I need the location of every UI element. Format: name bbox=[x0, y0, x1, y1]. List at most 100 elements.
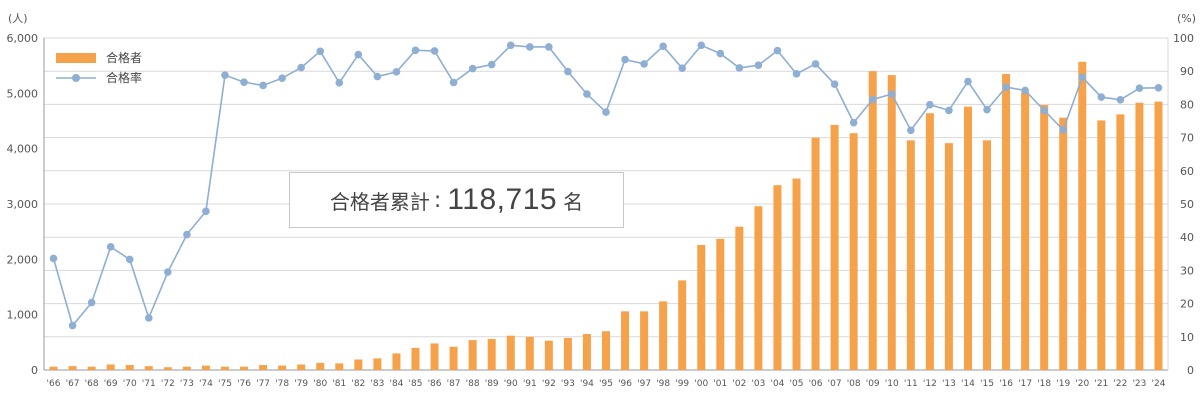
x-tick-label: '12 bbox=[923, 379, 937, 389]
left-tick-label: 6,000 bbox=[7, 32, 39, 45]
rate-point-'08 bbox=[849, 118, 858, 127]
rate-point-'10 bbox=[887, 90, 896, 98]
x-tick-label: '06 bbox=[809, 379, 823, 389]
bar-'21 bbox=[1097, 120, 1106, 371]
x-tick-label: '95 bbox=[599, 379, 613, 389]
rate-point-'14 bbox=[964, 77, 972, 86]
x-tick-label: '73 bbox=[180, 379, 194, 389]
bar-'04 bbox=[773, 185, 782, 370]
rate-point-'93 bbox=[564, 67, 572, 76]
x-tick-label: '14 bbox=[961, 379, 975, 389]
x-tick-label: '20 bbox=[1075, 379, 1089, 389]
x-tick-label: '79 bbox=[294, 379, 308, 389]
bar-'16 bbox=[1002, 73, 1011, 370]
bar-'00 bbox=[697, 244, 706, 370]
x-tick-label: '05 bbox=[790, 379, 804, 389]
rate-point-'80 bbox=[316, 47, 325, 56]
rate-point-'19 bbox=[1059, 126, 1068, 134]
rate-point-'97 bbox=[640, 60, 648, 68]
bar-'17 bbox=[1021, 92, 1030, 370]
rate-point-'77 bbox=[259, 81, 267, 90]
x-tick-label: '66 bbox=[47, 379, 61, 389]
x-tick-label: '70 bbox=[123, 379, 137, 389]
bar-'68 bbox=[87, 366, 96, 370]
right-tick-label: 100 bbox=[1173, 32, 1194, 45]
legend: 合格者 合格率 bbox=[56, 50, 142, 85]
bar-'74 bbox=[201, 365, 210, 370]
x-tick-label: '04 bbox=[770, 379, 784, 389]
rate-point-'02 bbox=[735, 64, 744, 72]
right-tick-label: 10 bbox=[1180, 331, 1194, 344]
x-tick-label: '71 bbox=[142, 379, 156, 389]
cumulative-total-box: 合格者累計 : 118,715 名 bbox=[289, 172, 624, 228]
total-value: 118,715 bbox=[447, 183, 558, 216]
bar-'92 bbox=[544, 340, 553, 370]
bar-'89 bbox=[487, 339, 496, 370]
left-tick-label: 4,000 bbox=[7, 143, 39, 156]
x-tick-label: '98 bbox=[656, 379, 670, 389]
rate-point-'99 bbox=[678, 64, 687, 73]
rate-point-'92 bbox=[545, 43, 553, 51]
x-tick-label: '99 bbox=[675, 379, 689, 389]
x-tick-label: '90 bbox=[504, 379, 518, 389]
bar-'97 bbox=[640, 311, 649, 370]
rate-point-'84 bbox=[392, 68, 401, 76]
rate-point-'91 bbox=[525, 43, 534, 51]
x-tick-label: '10 bbox=[885, 379, 899, 389]
x-tick-label: '76 bbox=[237, 379, 251, 389]
rate-point-'01 bbox=[716, 49, 725, 58]
x-tick-label: '03 bbox=[751, 379, 765, 389]
rate-point-'74 bbox=[202, 207, 210, 216]
x-tick-label: '19 bbox=[1056, 379, 1070, 389]
bar-'91 bbox=[525, 336, 534, 370]
x-tick-label: '13 bbox=[942, 379, 956, 389]
rate-point-'87 bbox=[449, 78, 458, 87]
x-tick-label: '86 bbox=[428, 379, 442, 389]
bar-'96 bbox=[621, 311, 630, 370]
rate-point-'83 bbox=[373, 72, 382, 81]
x-tick-label: '69 bbox=[104, 379, 118, 389]
bar-'19 bbox=[1059, 117, 1068, 371]
rate-point-'90 bbox=[506, 41, 515, 50]
total-unit: 名 bbox=[563, 189, 584, 214]
rate-point-'18 bbox=[1040, 106, 1048, 115]
rate-point-'71 bbox=[144, 314, 153, 322]
right-tick-label: 80 bbox=[1180, 98, 1194, 111]
rate-point-'81 bbox=[335, 79, 344, 87]
bar-'77 bbox=[259, 365, 268, 370]
x-tick-label: '17 bbox=[1018, 379, 1032, 389]
bar-'69 bbox=[106, 364, 115, 370]
rate-point-'96 bbox=[621, 55, 629, 64]
bar-'03 bbox=[754, 206, 763, 370]
right-tick-label: 50 bbox=[1180, 198, 1194, 211]
bar-'67 bbox=[68, 366, 77, 370]
bar-'84 bbox=[392, 353, 401, 370]
x-tick-label: '92 bbox=[542, 379, 556, 389]
x-tick-label: '88 bbox=[466, 379, 480, 389]
rate-point-'72 bbox=[164, 268, 172, 276]
rate-point-'03 bbox=[754, 61, 763, 70]
legend-label-rate: 合格率 bbox=[106, 70, 142, 85]
bar-'05 bbox=[792, 178, 801, 370]
x-tick-label: '24 bbox=[1152, 379, 1166, 389]
right-tick-label: 30 bbox=[1180, 264, 1194, 277]
right-tick-label: 0 bbox=[1187, 364, 1194, 377]
rate-point-'70 bbox=[125, 255, 134, 264]
rate-point-'09 bbox=[868, 95, 877, 104]
bar-'02 bbox=[735, 226, 744, 370]
bar-'75 bbox=[220, 366, 229, 370]
rate-point-'20 bbox=[1078, 73, 1087, 81]
bar-'98 bbox=[659, 301, 668, 370]
x-tick-label: '07 bbox=[828, 379, 842, 389]
bar-'88 bbox=[468, 340, 477, 370]
right-tick-label: 40 bbox=[1180, 231, 1194, 244]
rate-point-'86 bbox=[430, 47, 439, 55]
bar-'20 bbox=[1078, 61, 1087, 370]
rate-point-'66 bbox=[49, 254, 58, 263]
bar-'90 bbox=[506, 335, 515, 370]
x-tick-label: '00 bbox=[694, 379, 708, 389]
x-tick-label: '80 bbox=[313, 379, 327, 389]
rate-point-'82 bbox=[354, 50, 363, 59]
x-tick-label: '87 bbox=[447, 379, 461, 389]
x-tick-label: '72 bbox=[161, 379, 175, 389]
